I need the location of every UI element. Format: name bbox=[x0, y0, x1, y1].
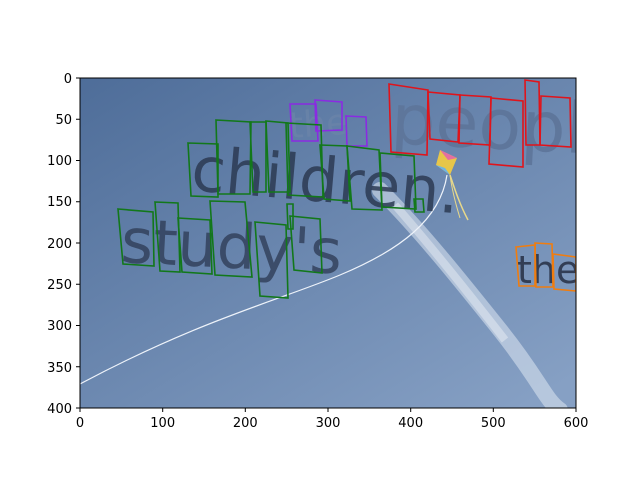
annotation-box bbox=[187, 142, 219, 198]
annotation-boxes-studys bbox=[117, 200, 323, 299]
x-tick: 500 bbox=[481, 408, 506, 431]
annotation-box bbox=[314, 99, 343, 132]
x-tick: 0 bbox=[76, 408, 84, 431]
y-tick: 300 bbox=[47, 319, 80, 334]
kite bbox=[436, 150, 469, 221]
y-tick: 0 bbox=[64, 72, 80, 87]
y-tick: 200 bbox=[47, 237, 80, 252]
y-tick-label: 100 bbox=[47, 154, 72, 169]
annotation-box bbox=[286, 203, 294, 230]
annotation-boxes-the-faint bbox=[289, 99, 368, 147]
y-tick-label: 50 bbox=[55, 113, 72, 128]
y-tick: 350 bbox=[47, 361, 80, 376]
annotation-box bbox=[285, 122, 324, 198]
annotation-box bbox=[209, 200, 253, 278]
x-tick-label: 500 bbox=[481, 416, 506, 431]
x-tick: 200 bbox=[233, 408, 258, 431]
annotation-box bbox=[345, 115, 368, 147]
x-tick: 300 bbox=[316, 408, 341, 431]
annotation-box bbox=[289, 103, 319, 142]
annotation-box bbox=[488, 97, 524, 168]
annotation-box bbox=[515, 244, 536, 287]
y-tick: 250 bbox=[47, 278, 80, 293]
annotation-box bbox=[427, 91, 461, 143]
annotation-box bbox=[539, 95, 572, 148]
x-tick: 400 bbox=[398, 408, 423, 431]
x-axis: 0 100 200 300 400 500 600 bbox=[76, 408, 589, 431]
x-tick-label: 400 bbox=[398, 416, 423, 431]
y-tick-label: 350 bbox=[47, 361, 72, 376]
y-tick-label: 400 bbox=[47, 402, 72, 417]
y-tick: 50 bbox=[55, 113, 80, 128]
annotation-box bbox=[534, 242, 554, 288]
y-tick-label: 0 bbox=[64, 72, 72, 87]
y-tick-label: 150 bbox=[47, 195, 72, 210]
annotation-boxes-the bbox=[515, 242, 576, 292]
annotation-box bbox=[379, 152, 417, 210]
x-tick: 100 bbox=[150, 408, 175, 431]
annotation-box bbox=[289, 215, 323, 274]
scene-word-people: people bbox=[389, 78, 630, 172]
annotation-boxes-children bbox=[187, 119, 425, 213]
y-axis: 0 50 100 150 200 250 300 350 bbox=[47, 72, 80, 417]
y-tick: 100 bbox=[47, 154, 80, 169]
contrail-streak-soft bbox=[391, 202, 509, 343]
x-tick-label: 300 bbox=[316, 416, 341, 431]
image-panel: the people children. study's the bbox=[80, 78, 630, 408]
y-tick-label: 200 bbox=[47, 237, 72, 252]
x-tick: 600 bbox=[564, 408, 589, 431]
y-tick: 400 bbox=[47, 402, 80, 417]
x-tick-label: 0 bbox=[76, 416, 84, 431]
annotation-box bbox=[254, 221, 289, 299]
x-tick-label: 600 bbox=[564, 416, 589, 431]
annotation-box bbox=[552, 253, 576, 292]
y-tick: 150 bbox=[47, 195, 80, 210]
kite-string bbox=[80, 174, 448, 385]
annotation-box bbox=[154, 201, 181, 273]
annotation-box bbox=[388, 83, 429, 156]
x-tick-label: 100 bbox=[150, 416, 175, 431]
annotation-box bbox=[265, 120, 291, 193]
annotation-box bbox=[215, 119, 252, 195]
annotation-box bbox=[319, 144, 351, 202]
annotation-box bbox=[346, 145, 383, 211]
contrail-streak bbox=[372, 182, 568, 408]
x-tick-label: 200 bbox=[233, 416, 258, 431]
y-tick-label: 300 bbox=[47, 319, 72, 334]
annotation-box bbox=[249, 121, 267, 193]
y-tick-label: 250 bbox=[47, 278, 72, 293]
annotation-boxes-people bbox=[388, 79, 572, 168]
sky-background bbox=[80, 78, 576, 408]
annotation-box bbox=[177, 217, 213, 275]
annotation-box bbox=[117, 208, 155, 267]
annotation-box bbox=[413, 198, 425, 213]
